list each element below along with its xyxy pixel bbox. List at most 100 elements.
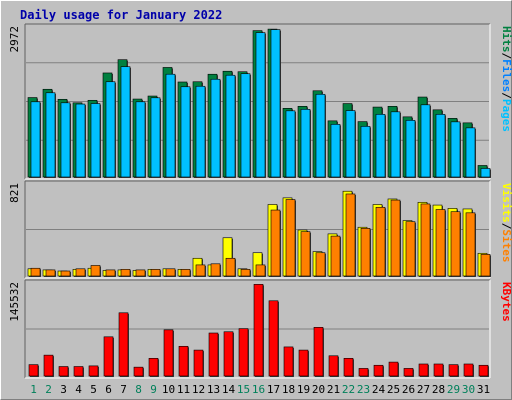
bar-hits-files-pages-files-4 [75,103,86,178]
x-tick-label-26: 26 [402,383,415,396]
bar-visits-sites-sites-20 [315,252,326,277]
bar-hits-files-pages-files-25 [390,111,401,178]
bar-kbytes-kbytes-13 [208,332,219,377]
x-tick-label-12: 12 [192,383,205,396]
bar-visits-sites-sites-11 [180,269,191,277]
bar-visits-sites-sites-23 [360,228,371,277]
bar-kbytes-kbytes-21 [328,355,339,377]
x-tick-label-2: 2 [45,383,52,396]
bar-kbytes-kbytes-5 [88,365,99,377]
bar-hits-files-pages-files-19 [300,109,311,178]
x-tick-label-30: 30 [462,383,475,396]
bar-hits-files-pages-files-26 [405,120,416,178]
bar-hits-files-pages-files-5 [90,103,101,178]
bar-visits-sites-sites-8 [135,269,146,277]
bar-hits-files-pages-files-22 [345,110,356,178]
bar-hits-files-pages-files-29 [450,121,461,178]
bar-hits-files-pages-files-28 [435,114,446,178]
x-tick-label-24: 24 [372,383,386,396]
bar-visits-sites-sites-19 [300,231,311,277]
legend-entry-pages: Pages [500,99,512,132]
bar-hits-files-pages-files-17 [270,29,281,178]
legend-entry-kbytes: KBytes [500,282,512,322]
bar-hits-files-pages-files-9 [150,97,161,178]
legend-entry-: / [500,53,512,60]
bar-hits-files-pages-files-6 [105,81,116,178]
bar-visits-sites-sites-26 [405,221,416,277]
bar-kbytes-kbytes-16 [253,284,264,377]
bar-kbytes-kbytes-8 [133,366,144,377]
legend-entry-visits: Visits [500,183,512,223]
x-tick-label-27: 27 [417,383,430,396]
bar-hits-files-pages-files-20 [315,93,326,178]
bar-kbytes-kbytes-30 [463,363,474,377]
bar-kbytes-kbytes-14 [223,331,234,377]
chart-title: Daily usage for January 2022 [20,8,223,22]
bar-hits-files-pages-files-13 [210,78,221,178]
x-tick-label-13: 13 [207,383,220,396]
bar-visits-sites-sites-15 [240,269,251,277]
legend-entry-: / [500,223,512,230]
bar-hits-files-pages-files-14 [225,74,236,178]
x-tick-label-10: 10 [162,383,175,396]
bar-hits-files-pages-files-31 [480,168,491,178]
bar-hits-files-pages-files-15 [240,73,251,178]
panel-visits-sites-ymax-label: 821 [8,183,21,203]
x-tick-label-14: 14 [222,383,236,396]
x-tick-label-15: 15 [237,383,250,396]
bar-kbytes-kbytes-25 [388,361,399,377]
bar-visits-sites-sites-25 [390,199,401,277]
x-tick-label-16: 16 [252,383,265,396]
bar-visits-sites-sites-30 [465,212,476,277]
bar-visits-sites-sites-31 [480,254,491,277]
bar-hits-files-pages-files-8 [135,101,146,178]
bar-kbytes-kbytes-11 [178,345,189,377]
panel-hits-files-pages-ymax-label: 2972 [8,26,21,53]
bar-hits-files-pages-files-2 [45,92,56,178]
bar-kbytes-kbytes-4 [73,366,84,377]
legend-entry-files: Files [500,59,512,92]
x-tick-label-23: 23 [357,383,370,396]
bar-visits-sites-sites-7 [120,269,131,277]
x-tick-label-6: 6 [105,383,112,396]
bar-kbytes-kbytes-2 [43,354,54,377]
x-tick-label-8: 8 [135,383,142,396]
x-tick-label-9: 9 [150,383,157,396]
bar-visits-sites-sites-21 [330,235,341,277]
x-tick-label-22: 22 [342,383,355,396]
bar-hits-files-pages-files-12 [195,85,206,178]
bar-hits-files-pages-files-21 [330,124,341,178]
bar-hits-files-pages-files-11 [180,86,191,178]
legend-entry-: / [500,92,512,99]
x-tick-label-25: 25 [387,383,400,396]
bar-kbytes-kbytes-6 [103,336,114,377]
bar-kbytes-kbytes-17 [268,300,279,377]
bar-hits-files-pages-files-7 [120,66,131,178]
x-tick-label-21: 21 [327,383,340,396]
bar-visits-sites-sites-2 [45,269,56,277]
x-tick-label-4: 4 [75,383,82,396]
bar-kbytes-kbytes-31 [478,364,489,377]
bar-hits-files-pages-files-16 [255,32,266,178]
x-tick-label-17: 17 [267,383,280,396]
bar-hits-files-pages-files-27 [420,104,431,178]
x-tick-label-20: 20 [312,383,325,396]
bar-kbytes-kbytes-3 [58,366,69,377]
bar-kbytes-kbytes-22 [343,357,354,377]
bar-visits-sites-sites-6 [105,269,116,277]
bar-hits-files-pages-files-24 [375,114,386,178]
bar-kbytes-kbytes-18 [283,346,294,377]
x-tick-label-29: 29 [447,383,460,396]
panel-kbytes-legend: KBytes [500,282,512,322]
x-tick-label-28: 28 [432,383,445,396]
bar-visits-sites-sites-10 [165,268,176,277]
bar-visits-sites-sites-4 [75,268,86,277]
bar-kbytes-kbytes-26 [403,368,414,377]
bar-kbytes-kbytes-23 [358,368,369,377]
bar-visits-sites-sites-14 [225,257,236,277]
legend-entry-sites: Sites [500,229,512,262]
bar-visits-sites-sites-24 [375,206,386,277]
bar-visits-sites-sites-28 [435,209,446,277]
bar-visits-sites-sites-1 [30,267,41,277]
